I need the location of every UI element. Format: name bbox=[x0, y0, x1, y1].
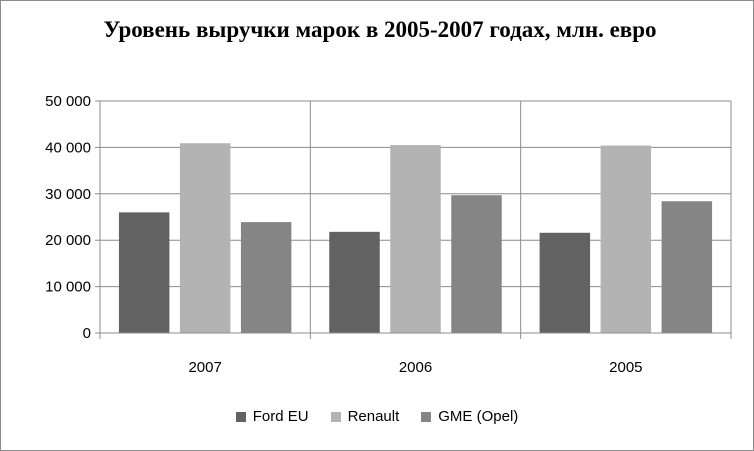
chart-title: Уровень выручки марок в 2005-2007 годах,… bbox=[103, 17, 657, 42]
legend-label: GME (Opel) bbox=[438, 408, 519, 425]
y-tick-label: 0 bbox=[83, 325, 91, 342]
bar-renault-2006 bbox=[390, 145, 441, 333]
legend-item: Ford EU bbox=[235, 408, 309, 425]
y-tick-label: 40 000 bbox=[45, 139, 91, 156]
legend-item: Renault bbox=[330, 408, 400, 425]
legend: Ford EU Renault GME (Opel) bbox=[0, 408, 754, 425]
bar-renault-2007 bbox=[179, 143, 231, 333]
y-tick-label: 30 000 bbox=[45, 186, 91, 203]
y-tick-label: 10 000 bbox=[45, 279, 91, 296]
bar-gme-opel--2005 bbox=[661, 201, 713, 333]
legend-swatch bbox=[235, 411, 246, 422]
legend-label: Ford EU bbox=[252, 408, 309, 425]
legend-swatch bbox=[330, 411, 341, 422]
y-tick-label: 20 000 bbox=[45, 232, 91, 249]
bar-gme-opel--2007 bbox=[240, 222, 292, 333]
bar-ford-eu-2007 bbox=[118, 212, 170, 333]
bar-ford-eu-2005 bbox=[539, 232, 591, 333]
y-tick-label: 50 000 bbox=[45, 93, 91, 110]
legend-swatch bbox=[421, 411, 432, 422]
bar-ford-eu-2006 bbox=[329, 231, 380, 333]
bar-gme-opel--2006 bbox=[451, 195, 502, 333]
axes bbox=[99, 101, 732, 339]
legend-label: Renault bbox=[347, 408, 400, 425]
legend-item: GME (Opel) bbox=[421, 408, 518, 425]
bars bbox=[118, 143, 713, 333]
y-tick-labels: 0 10 000 20 000 30 000 40 000 50 000 bbox=[45, 93, 100, 342]
x-tick-label: 2006 bbox=[399, 359, 432, 376]
bar-renault-2005 bbox=[600, 145, 652, 333]
x-tick-label: 2005 bbox=[609, 359, 642, 376]
x-tick-labels: 2007 2006 2005 bbox=[188, 359, 642, 376]
x-tick-label: 2007 bbox=[188, 359, 221, 376]
